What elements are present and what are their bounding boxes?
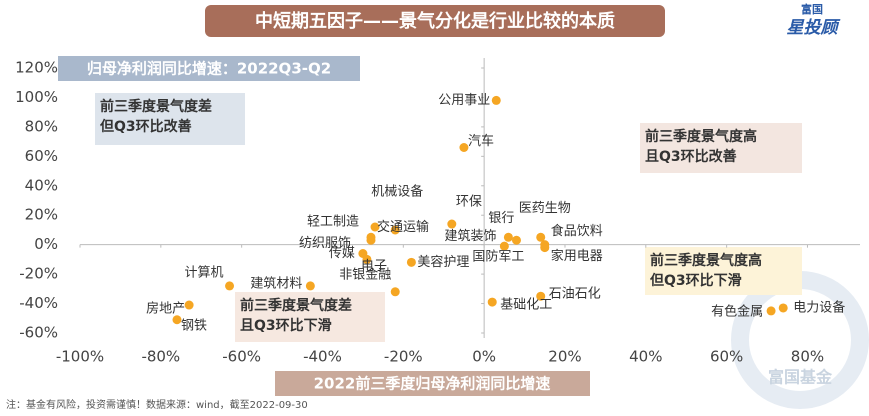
point-label: 机械设备 (371, 183, 423, 199)
x-tick-label: -100% (56, 348, 104, 366)
chart-title: 中短期五因子——景气分化是行业比较的本质 (255, 10, 615, 32)
x-tick-label: -40% (303, 348, 342, 366)
point-label: 电力设备 (793, 299, 845, 315)
quadrant-text: 且Q3环比改善 (645, 148, 737, 165)
y-tick-label: 80% (25, 117, 58, 135)
point-label: 计算机 (185, 265, 224, 280)
point-label: 基础化工 (500, 298, 552, 313)
point-label: 国防军工 (472, 249, 524, 265)
x-tick-label: 20% (548, 348, 581, 366)
y-tick-label: -20% (19, 265, 58, 283)
point-label: 医药生物 (519, 201, 571, 216)
point (536, 232, 546, 242)
quadrant-box (640, 123, 802, 173)
point (487, 297, 497, 307)
logo-top: 富国 (801, 2, 823, 16)
y-label-box (58, 56, 360, 81)
footnote: 注：基金有风险，投资需谨慎！数据来源：wind，截至2022-09-30 (6, 398, 308, 411)
y-tick-label: 60% (25, 147, 58, 165)
point-label: 传媒 (329, 246, 355, 261)
y-tick-label: -60% (19, 324, 58, 342)
point (366, 235, 376, 245)
point (536, 291, 546, 301)
point (406, 257, 416, 267)
point (503, 232, 513, 242)
point (511, 235, 521, 245)
point-label: 轻工制造 (307, 215, 359, 230)
quadrant-text: 前三季度景气度差 (100, 98, 212, 115)
point-label: 食品饮料 (551, 223, 603, 239)
x-tick-label: -20% (384, 348, 423, 366)
point-label: 公用事业 (438, 93, 490, 108)
x-tick-label: -60% (222, 348, 261, 366)
point (447, 219, 457, 229)
y-tick-label: 0% (34, 235, 58, 253)
point-label: 建筑材料 (250, 275, 302, 291)
point-label: 石油石化 (549, 287, 601, 302)
point-label: 汽车 (468, 133, 494, 149)
point (766, 306, 776, 316)
point-label: 建筑装饰 (444, 228, 496, 244)
point (459, 143, 469, 152)
point-label: 银行 (488, 211, 514, 226)
point-label: 环保 (456, 195, 482, 210)
y-tick-label: 40% (25, 176, 58, 194)
quadrant-text: 前三季度景气度高 (650, 252, 762, 269)
x-tick-label: 80% (791, 348, 824, 366)
y-tick-label: 20% (25, 206, 58, 224)
quadrant-box (95, 93, 245, 145)
x-tick-label: -80% (141, 348, 180, 366)
point (362, 254, 372, 264)
point (172, 315, 182, 325)
x-axis-label: 2022前三季度归母净利润同比增速 (314, 375, 551, 393)
point-label: 美容护理 (417, 254, 469, 270)
y-tick-label: 120% (15, 59, 58, 77)
quadrant-text: 前三季度景气度差 (240, 297, 352, 314)
point (390, 287, 400, 297)
quadrant-box (645, 247, 802, 295)
point-label: 电子 (361, 259, 387, 274)
point-label: 家用电器 (551, 248, 603, 264)
x-tick-label: 60% (710, 348, 743, 366)
point (370, 222, 380, 232)
quadrant-text: 且Q3环比下滑 (240, 317, 332, 334)
quadrant-text: 但Q3环比下滑 (649, 272, 742, 289)
quadrant-text: 但Q3环比改善 (99, 118, 192, 135)
quadrant-text: 前三季度景气度高 (645, 128, 757, 145)
point (540, 243, 550, 253)
x-tick-label: 0% (472, 348, 496, 366)
point-label: 交通运输 (377, 219, 429, 235)
point-label: 钢铁 (181, 318, 207, 333)
point (184, 300, 194, 310)
point (499, 241, 509, 251)
point-label: 纺织服饰 (299, 236, 351, 251)
point-label: 房地产 (146, 301, 185, 317)
point-label: 非银金融 (339, 266, 391, 282)
point-label: 有色金属 (711, 303, 763, 319)
logo: 星投顾 (787, 18, 841, 38)
point (390, 225, 400, 235)
title-box (205, 5, 665, 37)
point (491, 95, 501, 105)
y-axis-label: 归母净利润同比增速：2022Q3-Q2 (87, 60, 331, 78)
point (778, 303, 788, 313)
quadrant-box (235, 292, 385, 342)
y-tick-label: 100% (15, 88, 58, 106)
x-label-box (275, 371, 590, 396)
watermark: 富国基金 (768, 368, 833, 387)
y-tick-label: -40% (19, 294, 58, 312)
x-tick-label: 40% (629, 348, 662, 366)
point (305, 281, 315, 291)
point (225, 281, 235, 291)
